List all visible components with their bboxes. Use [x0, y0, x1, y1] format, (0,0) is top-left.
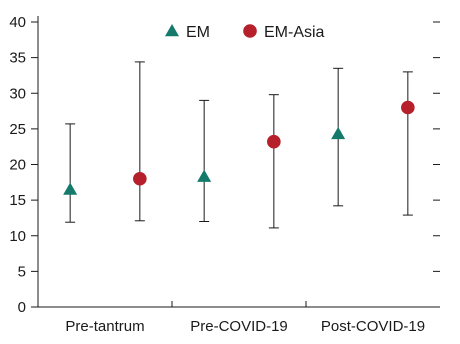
- data-point: [197, 169, 212, 182]
- legend-marker: [165, 24, 179, 37]
- x-tick-label: Pre-COVID-19: [190, 318, 288, 335]
- y-tick-label: 10: [9, 228, 26, 245]
- y-tick-label: 20: [9, 157, 26, 174]
- data-point: [63, 182, 78, 195]
- y-tick-label: 5: [18, 263, 26, 280]
- y-tick-label: 25: [9, 121, 26, 138]
- legend-label: EM-Asia: [264, 24, 325, 41]
- legend-label: EM: [186, 24, 210, 41]
- data-point: [401, 100, 415, 115]
- x-tick-label: Pre-tantrum: [65, 318, 144, 335]
- data-point: [133, 171, 147, 186]
- data-point: [331, 126, 346, 140]
- data-point: [267, 134, 281, 149]
- y-tick-label: 30: [9, 85, 26, 102]
- y-tick-label: 15: [9, 192, 26, 209]
- y-tick-label: 35: [9, 50, 26, 67]
- y-tick-label: 40: [9, 14, 26, 31]
- legend-marker: [243, 24, 257, 38]
- x-tick-label: Post-COVID-19: [321, 318, 425, 335]
- y-tick-label: 0: [18, 299, 26, 316]
